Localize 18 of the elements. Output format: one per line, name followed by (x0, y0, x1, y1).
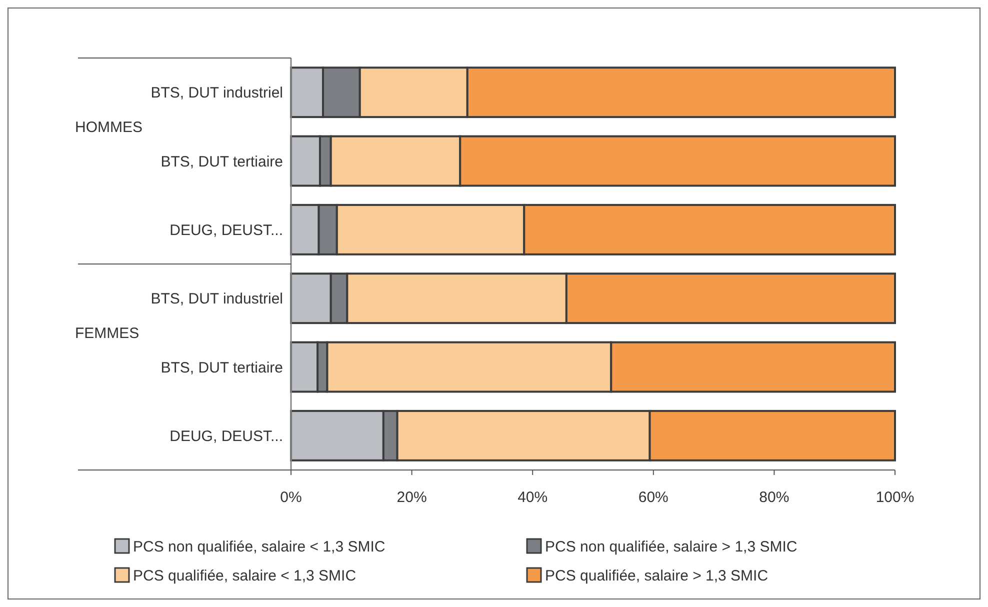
legend-label: PCS qualifiée, salaire > 1,3 SMIC (545, 567, 768, 584)
y-tick-label: DEUG, DEUST... (170, 428, 283, 445)
x-tick-label: 0% (280, 489, 302, 506)
legend-label: PCS non qualifiée, salaire < 1,3 SMIC (133, 538, 386, 556)
x-tick-label: 40% (518, 489, 548, 506)
legend-label: PCS qualifiée, salaire < 1,3 SMIC (133, 567, 356, 584)
y-tick-label: BTS, DUT industriel (150, 290, 283, 308)
y-tick-label: BTS, DUT tertiaire (160, 359, 283, 376)
y-tick-label: DEUG, DEUST... (170, 222, 283, 239)
y-tick-label: BTS, DUT tertiaire (160, 153, 283, 170)
legend-label: PCS non qualifiée, salaire > 1,3 SMIC (545, 538, 798, 556)
x-tick-label: 80% (759, 489, 790, 506)
text: HOMMES (75, 118, 142, 136)
x-tick-label: 100% (876, 489, 914, 506)
y-tick-label: BTS, DUT industriel (150, 84, 283, 102)
x-tick-label: 60% (638, 489, 668, 506)
text: FEMMES (75, 324, 140, 342)
x-tick-label: 20% (396, 489, 427, 506)
